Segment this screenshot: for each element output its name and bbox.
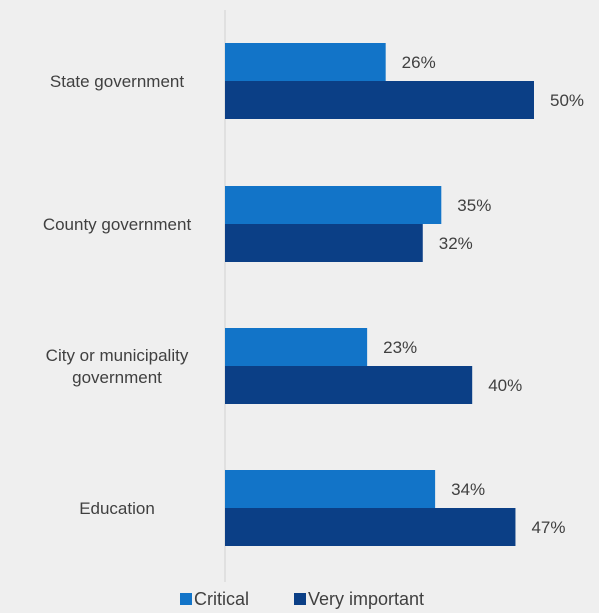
data-label: 32% (439, 234, 473, 253)
data-label: 50% (550, 91, 584, 110)
bar-critical (225, 328, 368, 366)
legend-swatch-critical (180, 593, 192, 605)
category-label: County government (43, 215, 192, 234)
bar-critical (225, 186, 442, 224)
legend-swatch-very-important (294, 593, 306, 605)
category-label: State government (50, 72, 184, 91)
category-label: Education (79, 499, 155, 518)
data-label: 26% (402, 53, 436, 72)
bar-very-important (225, 508, 516, 546)
bar-critical (225, 470, 436, 508)
data-label: 35% (457, 196, 491, 215)
bar-very-important (225, 81, 534, 119)
bar-very-important (225, 224, 423, 262)
data-label: 40% (488, 376, 522, 395)
legend-label-critical: Critical (194, 589, 249, 609)
bar-very-important (225, 366, 473, 404)
bar-critical (225, 43, 386, 81)
data-label: 23% (383, 338, 417, 357)
data-label: 34% (451, 480, 485, 499)
category-label: City or municipality government (46, 346, 189, 387)
legend-label-very-important: Very important (308, 589, 424, 609)
data-label: 47% (531, 518, 565, 537)
